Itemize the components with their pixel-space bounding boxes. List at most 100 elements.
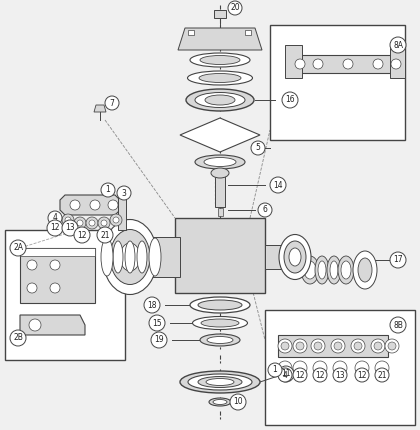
Bar [118,195,126,230]
Circle shape [74,217,86,229]
Circle shape [70,200,80,210]
Circle shape [270,177,286,193]
Circle shape [98,217,110,229]
Circle shape [149,315,165,331]
Ellipse shape [201,319,239,327]
Circle shape [258,203,272,217]
Circle shape [62,214,74,226]
Ellipse shape [198,377,242,387]
Text: 13: 13 [65,224,75,233]
Ellipse shape [206,378,234,386]
Circle shape [278,339,292,353]
Text: 6: 6 [262,206,268,215]
Circle shape [334,342,342,350]
Ellipse shape [102,219,158,295]
Text: 15: 15 [152,319,162,328]
Circle shape [10,240,26,256]
Circle shape [27,260,37,270]
Bar [215,172,225,207]
Ellipse shape [110,230,150,285]
Bar [290,55,395,73]
Ellipse shape [195,155,245,169]
Ellipse shape [188,374,252,390]
Circle shape [29,319,41,331]
Circle shape [77,220,83,226]
Ellipse shape [315,256,329,284]
Circle shape [151,332,167,348]
Ellipse shape [101,238,113,276]
Polygon shape [178,28,262,50]
Bar [245,30,251,35]
Polygon shape [390,45,405,78]
Circle shape [86,217,98,229]
Circle shape [27,283,37,293]
Text: 17: 17 [393,255,403,264]
Ellipse shape [289,248,301,266]
Circle shape [343,59,353,69]
Bar [278,335,388,357]
Polygon shape [20,315,85,335]
Text: 2B: 2B [13,334,23,343]
Ellipse shape [113,241,123,273]
Circle shape [313,59,323,69]
Circle shape [90,200,100,210]
Circle shape [391,59,401,69]
Text: 5: 5 [255,144,260,153]
Circle shape [371,339,385,353]
Bar [175,218,265,293]
Circle shape [117,186,131,200]
Circle shape [50,283,60,293]
Bar [20,248,95,256]
Ellipse shape [341,261,351,279]
Circle shape [293,339,307,353]
Ellipse shape [180,371,260,393]
Ellipse shape [327,256,341,284]
Text: 4: 4 [52,214,58,222]
Ellipse shape [330,261,338,279]
Text: 1: 1 [273,366,277,375]
Text: 12: 12 [295,371,305,380]
Circle shape [113,217,119,223]
Circle shape [108,200,118,210]
Text: 19: 19 [154,335,164,344]
Circle shape [351,339,365,353]
Circle shape [282,92,298,108]
Circle shape [65,217,71,223]
Circle shape [373,59,383,69]
Text: 12: 12 [77,230,87,240]
Ellipse shape [304,261,316,279]
Text: 8A: 8A [393,40,403,49]
Text: 21: 21 [100,230,110,240]
Ellipse shape [199,74,241,83]
Circle shape [230,394,246,410]
Circle shape [293,361,307,375]
Polygon shape [94,105,106,112]
Circle shape [375,361,389,375]
Text: 8B: 8B [393,320,403,329]
Circle shape [89,220,95,226]
Text: 16: 16 [285,95,295,104]
Ellipse shape [279,234,311,280]
Circle shape [390,37,406,53]
Circle shape [144,297,160,313]
Ellipse shape [190,297,250,313]
Circle shape [311,339,325,353]
Circle shape [48,211,62,225]
Ellipse shape [301,256,319,284]
Ellipse shape [192,316,247,329]
Circle shape [390,252,406,268]
Ellipse shape [186,89,254,111]
Text: 12: 12 [50,224,60,233]
Polygon shape [180,118,260,152]
Circle shape [110,214,122,226]
Circle shape [62,220,78,236]
Circle shape [355,361,369,375]
Ellipse shape [200,55,240,64]
Circle shape [375,368,389,382]
Text: 12: 12 [357,371,367,380]
Circle shape [10,330,26,346]
Circle shape [293,368,307,382]
Bar [188,30,194,35]
Ellipse shape [198,300,242,310]
Text: 11: 11 [281,369,291,378]
